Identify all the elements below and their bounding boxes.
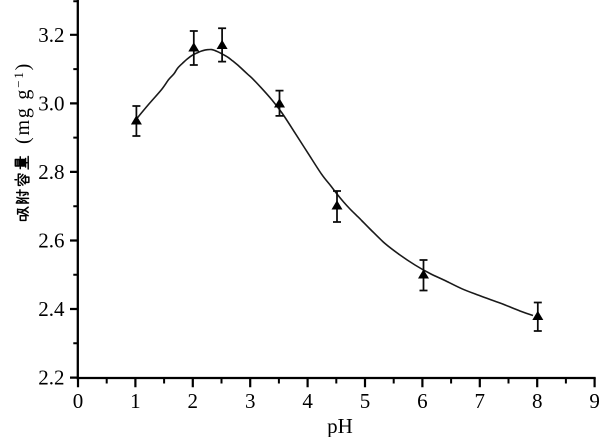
svg-text:pH: pH — [327, 414, 353, 437]
svg-text:2.4: 2.4 — [38, 297, 65, 321]
svg-text:7: 7 — [475, 389, 486, 413]
svg-text:6: 6 — [417, 389, 428, 413]
svg-text:3: 3 — [245, 389, 256, 413]
svg-text:3.2: 3.2 — [38, 23, 64, 47]
svg-text:5: 5 — [360, 389, 371, 413]
svg-text:2.8: 2.8 — [38, 160, 64, 184]
svg-text:8: 8 — [532, 389, 543, 413]
svg-text:9: 9 — [589, 389, 600, 413]
svg-text:0: 0 — [73, 389, 84, 413]
svg-text:2: 2 — [188, 389, 199, 413]
svg-text:4: 4 — [302, 389, 313, 413]
svg-text:2.2: 2.2 — [38, 366, 64, 390]
svg-text:3.0: 3.0 — [38, 91, 64, 115]
svg-text:1: 1 — [130, 389, 141, 413]
svg-text:2.6: 2.6 — [38, 229, 64, 253]
